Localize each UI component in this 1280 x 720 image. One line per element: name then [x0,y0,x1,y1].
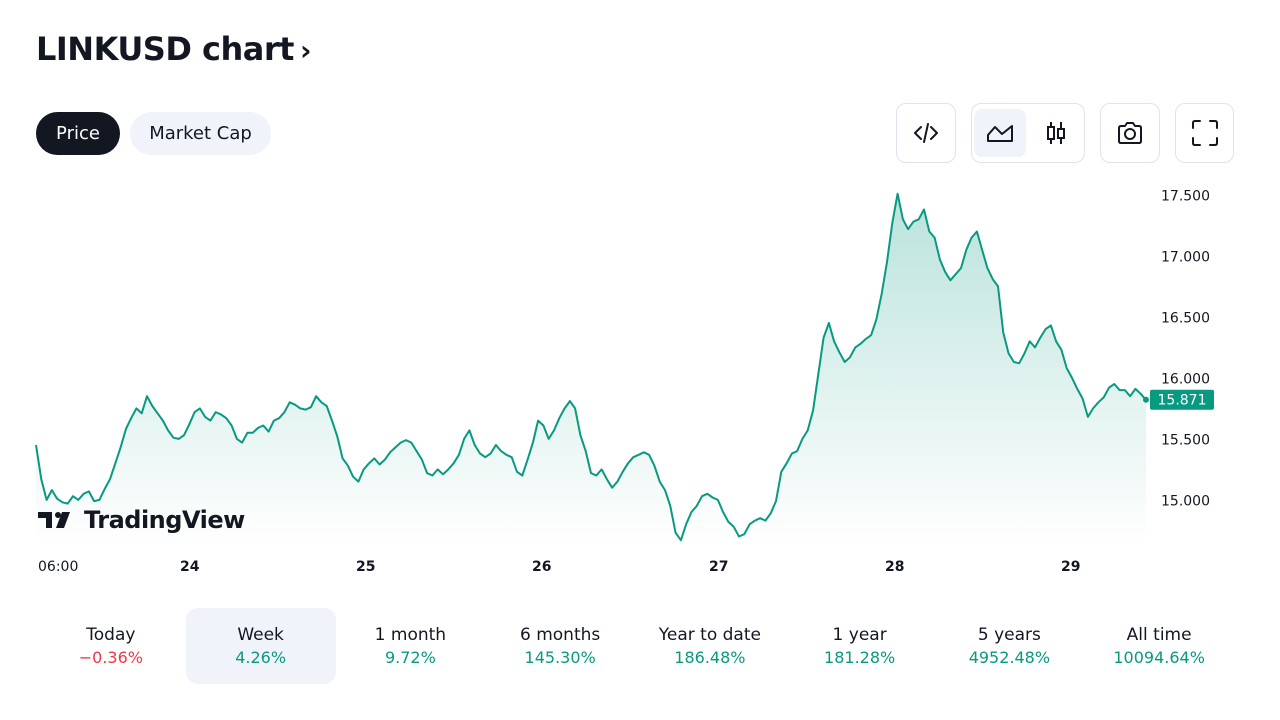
price-line [35,192,1147,542]
x-tick-label: 25 [356,559,375,575]
tab-price[interactable]: Price [36,112,120,155]
y-tick-label: 17.000 [1161,250,1210,266]
period-label: Year to date [658,625,761,645]
y-tick-label: 16.500 [1161,311,1210,327]
chevron-right-icon: › [299,33,312,67]
period-1-year[interactable]: 1 year 181.28% [785,608,935,684]
period-label: 1 month [374,625,447,645]
x-tick-label: 26 [532,559,551,575]
y-axis: 17.500 17.000 16.500 16.000 15.500 15.000 [1161,189,1210,510]
tradingview-logo[interactable]: TradingView [38,506,245,534]
snapshot-button[interactable] [1104,109,1156,157]
fullscreen-icon [1191,120,1218,146]
x-tick-label: 06:00 [38,559,78,575]
embed-code-button[interactable] [900,109,952,157]
chart-title-text: LINKUSD chart [36,30,294,68]
price-chart[interactable]: 17.500 17.000 16.500 16.000 15.500 15.000 06:… [0,170,1280,590]
period-6-months[interactable]: 6 months 145.30% [485,608,635,684]
tab-market-cap[interactable]: Market Cap [130,112,271,155]
period-value: 186.48% [674,648,746,667]
price-area-fill [36,193,1146,543]
tradingview-logo-text: TradingView [84,506,245,534]
period-label: 5 years [977,625,1041,645]
period-value: 4.26% [235,648,287,667]
period-all-time[interactable]: All time 10094.64% [1084,608,1234,684]
x-tick-label: 28 [885,559,904,575]
fullscreen-button[interactable] [1179,109,1231,157]
area-chart-button[interactable] [974,109,1026,157]
camera-icon [1118,122,1142,144]
embed-button-group [896,103,956,163]
period-5-years[interactable]: 5 years 4952.48% [935,608,1085,684]
candlestick-icon [1047,122,1065,144]
period-year-to-date[interactable]: Year to date 186.48% [635,608,785,684]
period-label: 1 year [832,625,887,645]
x-tick-label: 27 [709,559,728,575]
y-tick-label: 15.500 [1161,433,1210,449]
snapshot-group [1100,103,1160,163]
period-today[interactable]: Today −0.36% [36,608,186,684]
tradingview-logo-icon [38,512,70,528]
candlestick-button[interactable] [1030,109,1082,157]
period-value: −0.36% [78,648,143,667]
last-price-dot [1143,396,1149,403]
last-price-marker: 15.871 [1143,389,1214,410]
period-value: 9.72% [384,648,436,667]
x-axis: 06:00 24 25 26 27 28 29 [38,559,1080,575]
page-title[interactable]: LINKUSD chart › [36,30,312,68]
period-label: Today [86,625,136,645]
tab-price-label: Price [56,123,100,144]
area-chart-icon [987,125,1013,142]
period-1-month[interactable]: 1 month 9.72% [336,608,486,684]
y-tick-label: 16.000 [1161,372,1210,388]
last-price-label-bg [1150,389,1214,410]
period-week[interactable]: Week 4.26% [185,608,336,684]
period-label: 6 months [519,625,601,645]
x-tick-label: 24 [180,559,200,575]
y-tick-label: 17.500 [1161,189,1210,205]
period-value: 4952.48% [968,648,1051,667]
period-label: All time [1126,625,1192,645]
tab-market-cap-label: Market Cap [149,123,252,144]
performance-periods: Today −0.36% Week 4.26% 1 month 9.72% 6 … [36,608,1234,684]
chart-type-group [971,103,1085,163]
period-label: Week [237,625,284,645]
period-value: 10094.64% [1113,648,1205,667]
fullscreen-group [1175,103,1234,163]
last-price-label: 15.871 [1158,393,1207,409]
x-tick-label: 29 [1061,559,1080,575]
y-tick-label: 15.000 [1161,494,1210,510]
period-value: 181.28% [824,648,896,667]
period-value: 145.30% [524,648,596,667]
embed-code-icon [914,123,938,143]
